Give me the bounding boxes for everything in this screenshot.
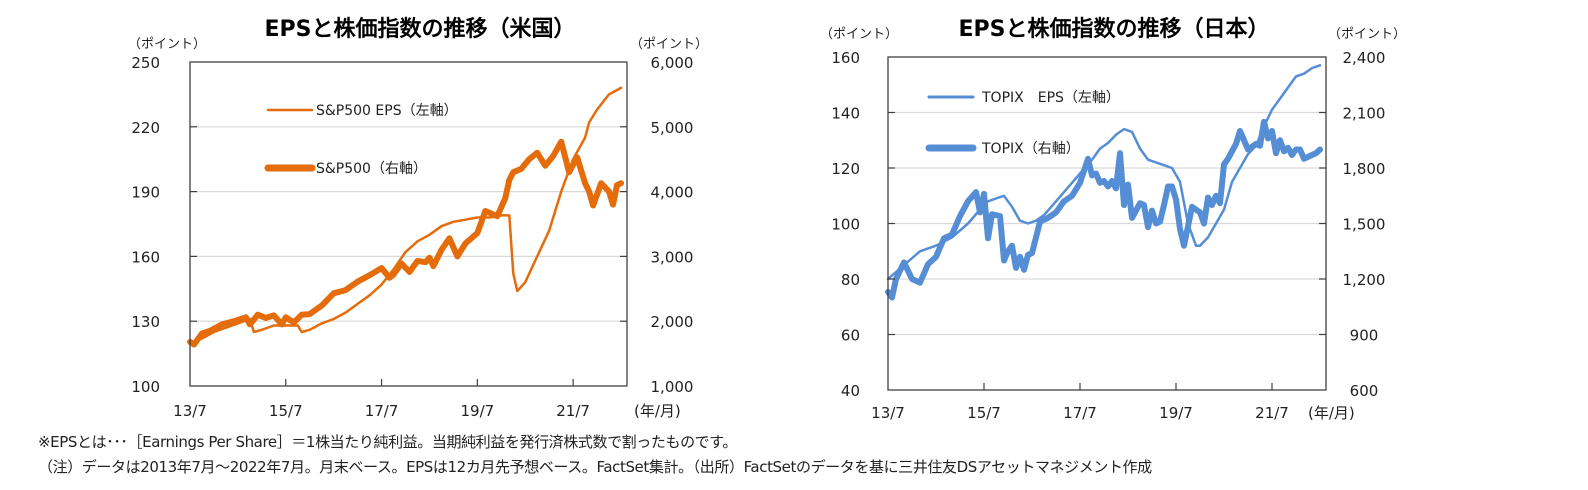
x-axis-tick-label: 21/7 <box>556 402 590 420</box>
chart-title: EPSと株価指数の推移（米国） <box>265 16 576 42</box>
right-axis-tick-label: 2,400 <box>1343 49 1386 67</box>
left-axis-tick-label: 100 <box>831 216 860 234</box>
series-line-index <box>885 118 1323 301</box>
plot-frame <box>887 56 1327 391</box>
chart-title: EPSと株価指数の推移（日本） <box>959 16 1270 42</box>
x-axis-label: (年/月) <box>1308 404 1355 422</box>
right-axis-tick-label: 1,000 <box>651 378 694 396</box>
x-axis-tick-label: 17/7 <box>365 402 399 420</box>
left-axis-tick-label: 250 <box>131 54 160 72</box>
chart-jp: EPSと株価指数の推移（日本） （ポイント） （ポイント） 160 140 120 1… <box>820 16 1406 422</box>
legend-label: S&P500（右軸） <box>316 161 427 177</box>
legend-label: S&P500 EPS（左軸） <box>316 103 458 119</box>
right-axis-tick-label: 600 <box>1350 382 1379 400</box>
left-axis-tick-label: 130 <box>131 313 160 331</box>
series-line-eps <box>188 86 623 345</box>
legend-label: TOPIX（右軸） <box>981 141 1080 157</box>
left-axis-tick-label: 60 <box>841 327 860 345</box>
right-axis-tick-label: 2,000 <box>651 313 694 331</box>
left-axis-unit: （ポイント） <box>128 37 206 52</box>
right-axis-tick-label: 2,100 <box>1343 105 1386 123</box>
left-axis-tick-label: 40 <box>841 382 860 400</box>
left-axis-tick-label: 120 <box>831 160 860 178</box>
right-axis-tick-label: 3,000 <box>651 248 694 266</box>
x-axis-tick-label: 17/7 <box>1063 404 1097 422</box>
x-axis-tick-label: 13/7 <box>173 402 207 420</box>
left-axis-tick-label: 80 <box>841 271 860 289</box>
left-axis-tick-label: 190 <box>131 184 160 202</box>
right-axis-tick-label: 1,200 <box>1343 271 1386 289</box>
x-axis-tick-label: 21/7 <box>1255 404 1289 422</box>
left-axis-tick-label: 220 <box>131 119 160 137</box>
right-axis-unit: （ポイント） <box>1328 27 1406 42</box>
left-axis-tick-label: 160 <box>831 49 860 67</box>
x-axis-tick-label: 15/7 <box>967 404 1001 422</box>
right-axis-tick-label: 6,000 <box>651 54 694 72</box>
right-axis-tick-label: 1,800 <box>1343 160 1386 178</box>
x-axis-tick-label: 15/7 <box>269 402 303 420</box>
footnote-eps-definition: ※EPSとは･･･［Earnings Per Share］＝1株当たり純利益。当… <box>38 433 737 451</box>
right-axis-tick-label: 1,500 <box>1343 216 1386 234</box>
right-axis-tick-label: 5,000 <box>651 119 694 137</box>
left-axis-unit: （ポイント） <box>820 27 898 42</box>
x-axis-tick-label: 19/7 <box>1159 404 1193 422</box>
plot-frame <box>189 61 628 387</box>
legend-label: TOPIX EPS（左軸） <box>981 90 1120 106</box>
right-axis-tick-label: 900 <box>1350 327 1379 345</box>
right-axis-unit: （ポイント） <box>630 37 708 52</box>
x-axis-tick-label: 13/7 <box>871 404 905 422</box>
left-axis-tick-label: 100 <box>131 378 160 396</box>
right-axis-tick-label: 4,000 <box>651 184 694 202</box>
x-axis-tick-label: 19/7 <box>460 402 494 420</box>
x-axis-label: (年/月) <box>634 402 681 420</box>
left-axis-tick-label: 140 <box>831 105 860 123</box>
chart-us: EPSと株価指数の推移（米国） （ポイント） （ポイント） 250 220 190 1… <box>128 16 708 420</box>
series-line-index <box>187 138 624 348</box>
left-axis-tick-label: 160 <box>131 248 160 266</box>
footnote-source: （注）データは2013年7月～2022年7月。月末ベース。EPSは12カ月先予想… <box>38 458 1152 476</box>
